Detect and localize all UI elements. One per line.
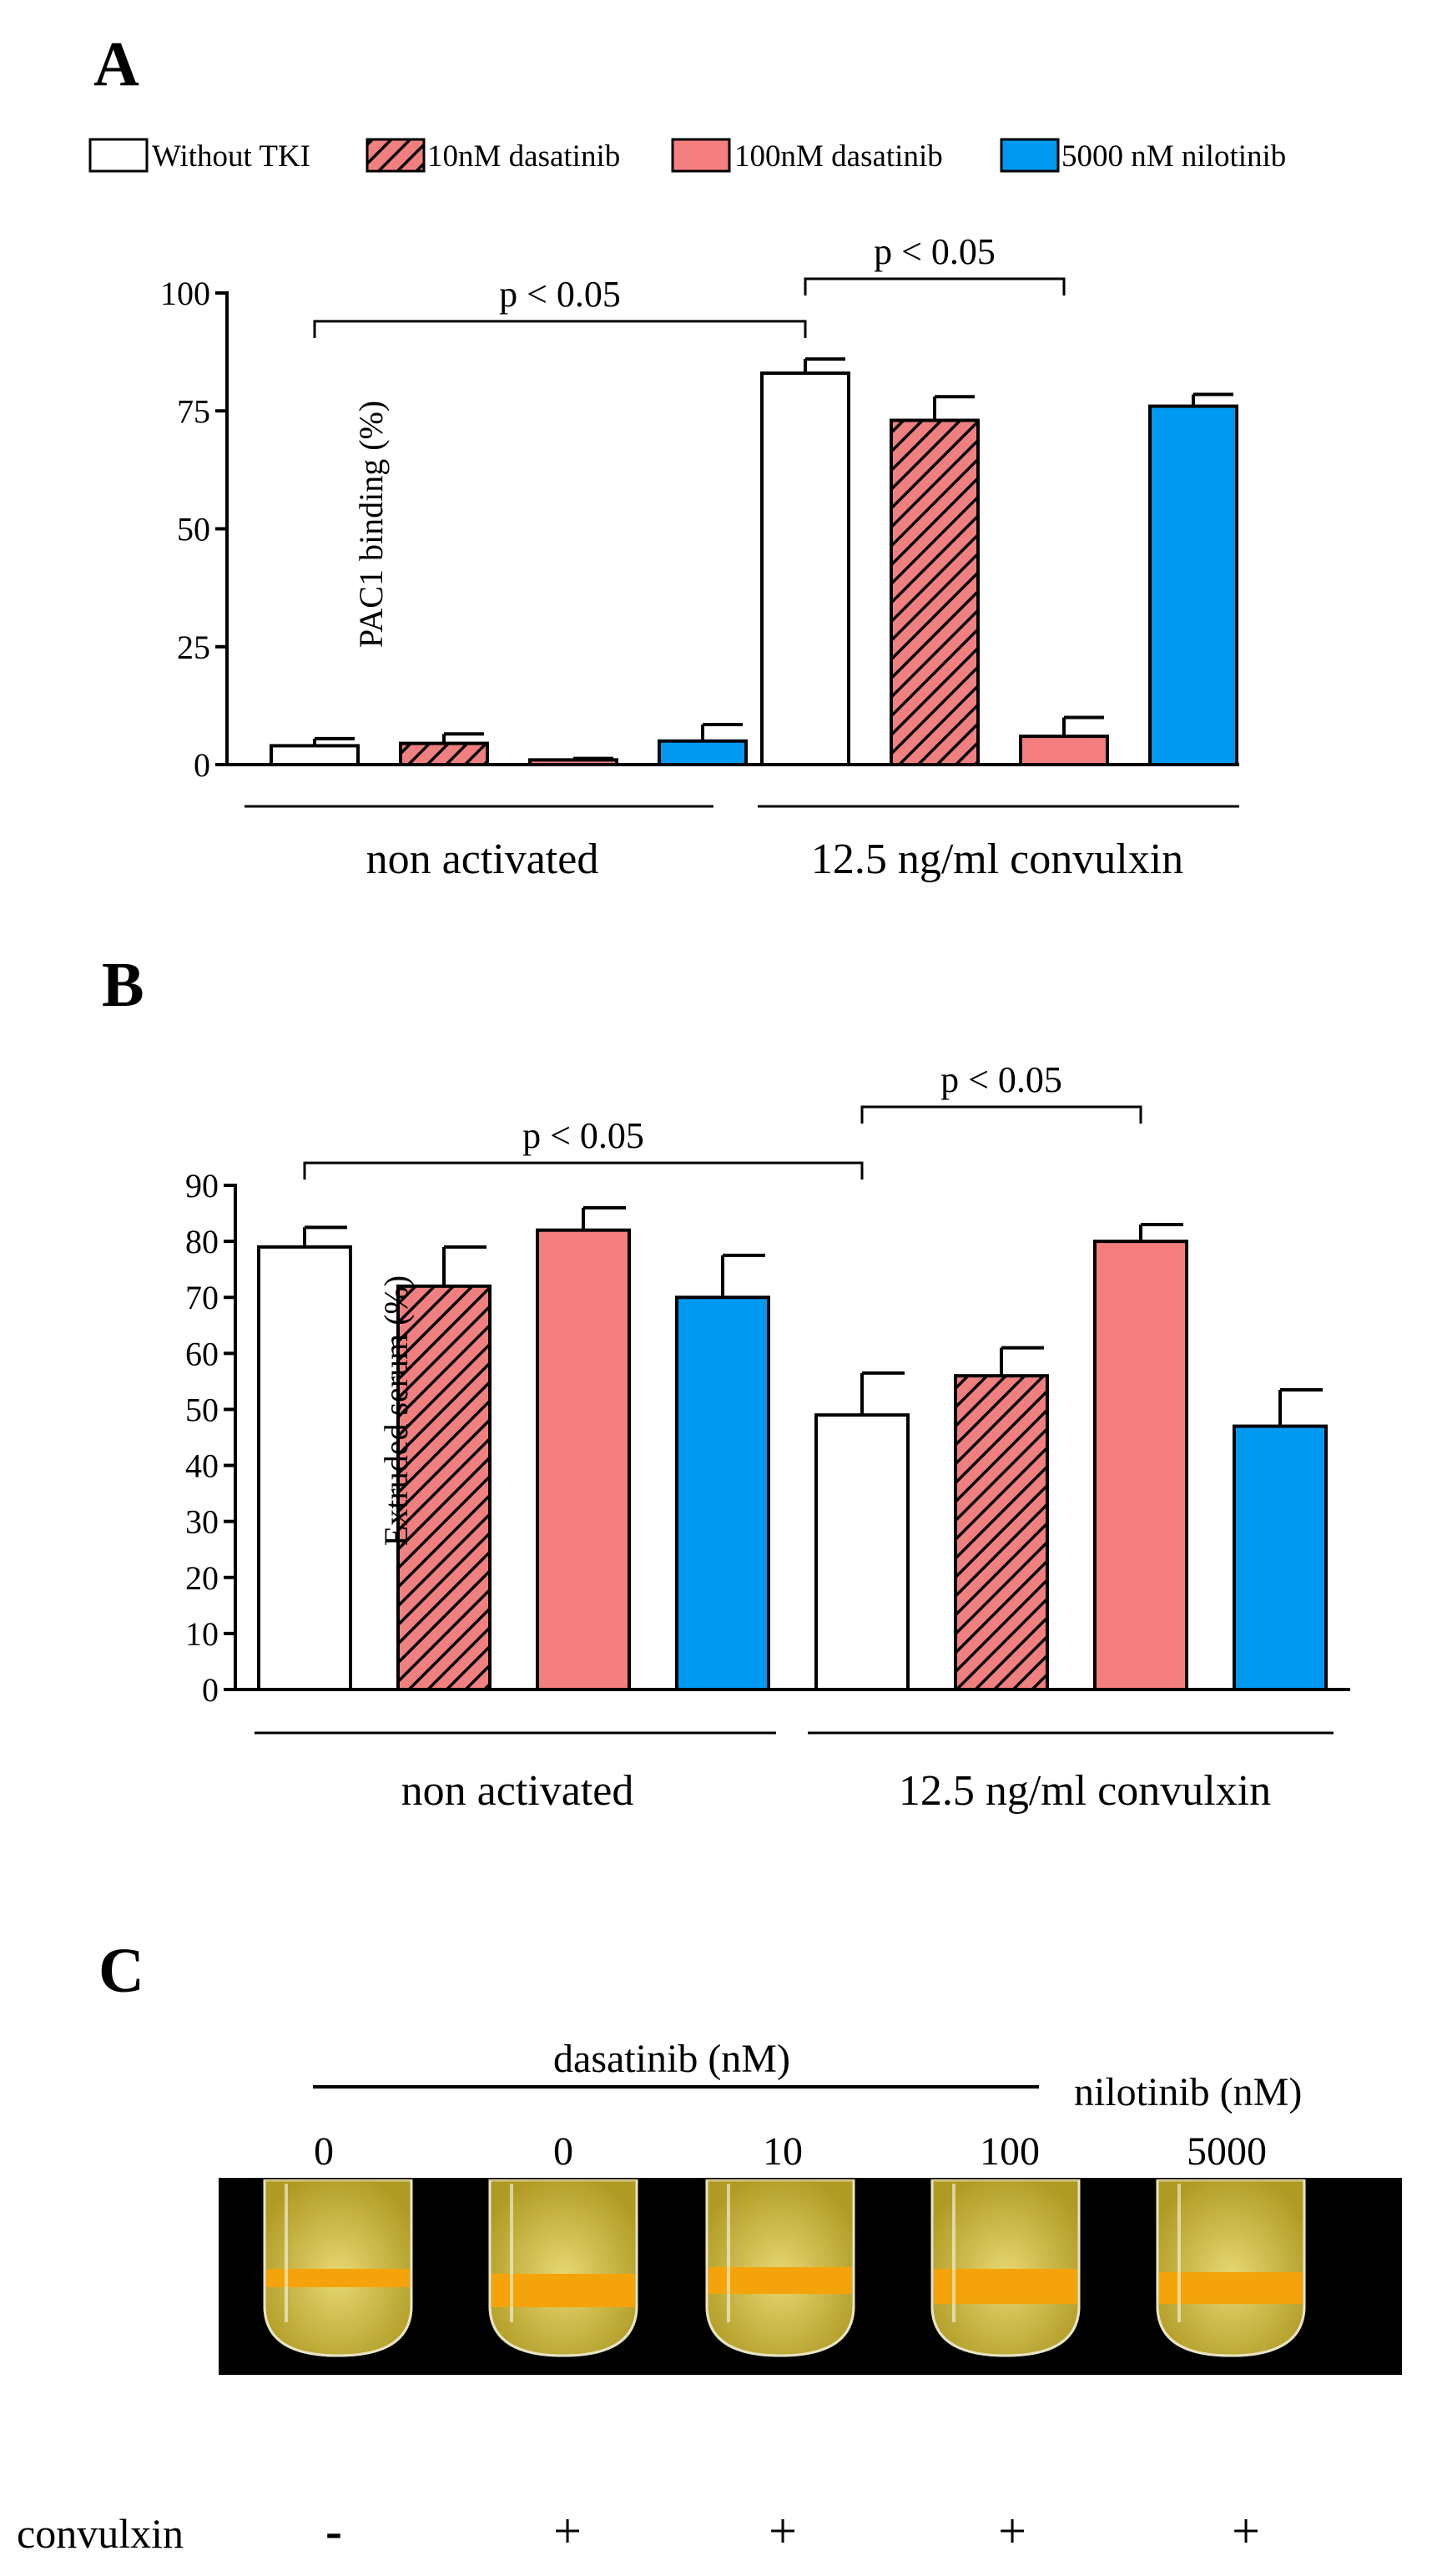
tube-outline-4 [930,2180,1081,2357]
y-tick-label: 30 [185,1503,219,1541]
bar-10nm-dasatinib-non-activated [396,1284,492,1692]
legend-label-100nm-dasatinib: 100nM dasatinib [734,139,943,174]
tube-clot-band-3 [708,2267,852,2294]
significance-label-2: p < 0.05 [874,231,996,272]
nilotinib-header: nilotinib (nM) [1074,2070,1302,2114]
dose-label-3: 10 [763,2129,803,2174]
bar-5000-nm-nilotinib-12-5-ng-ml-convulxin [1233,1424,1328,1691]
convulxin-sign-4: + [998,2503,1026,2558]
tube-clot-band-2 [492,2274,635,2307]
convulxin-label: convulxin [17,2510,184,2557]
dose-label-4: 100 [980,2129,1040,2174]
bar-100nm-dasatinib-12-5-ng-ml-convulxin [1019,735,1109,766]
tube-clot-band-5 [1159,2272,1303,2304]
convulxin-sign-1: - [325,2503,342,2558]
bar-10nm-dasatinib-12-5-ng-ml-convulxin [890,418,980,766]
chart-b: 0 10 20 30 40 50 60 70 80 90 non activated 12.5 ng/… [185,1059,1350,1815]
bar-100nm-dasatinib-non-activated [528,758,618,766]
panel-c: C dasatinib (nM) nilotinib (nM) 0 0 10 1… [17,1936,1402,2558]
y-tick-label: 50 [177,511,210,548]
group-label-non-activated: non activated [366,836,599,883]
y-tick-label: 40 [185,1447,219,1485]
y-tick-label: 100 [160,275,210,312]
y-tick-label: 75 [177,392,210,430]
legend-swatch-5000nm-nilotinib [1000,138,1060,173]
group-label-12-5-ng-ml-convulxin: 12.5 ng/ml convulxin [811,836,1183,883]
dose-label-2: 0 [553,2129,573,2174]
dose-label-5: 5000 [1187,2129,1267,2174]
bar-5000-nm-nilotinib-non-activated [658,739,748,766]
y-tick-label: 80 [185,1223,219,1260]
panel-c-letter: C [98,1936,144,2006]
y-tick-label: 0 [202,1671,219,1709]
y-tick-label: 60 [185,1335,219,1372]
legend-swatch-100nm-dasatinib [671,138,731,173]
tube-outline-1 [263,2180,413,2357]
bar-100nm-dasatinib-non-activated [536,1228,631,1691]
significance-bracket-2 [860,1105,1142,1124]
significance-bracket-1 [303,1161,864,1180]
panel-b: B 0 10 20 30 40 50 60 70 80 90 non activated 12.5 n… [102,950,1350,1815]
dose-label-1: 0 [314,2129,334,2174]
bar-10nm-dasatinib-12-5-ng-ml-convulxin [954,1374,1049,1691]
chart-a-ylabel: PAC1 binding (%) [352,401,390,648]
tube-clot-band-1 [266,2269,410,2287]
y-tick-label: 90 [185,1167,219,1205]
significance-label-2: p < 0.05 [940,1059,1062,1100]
group-label-non-activated: non activated [401,1767,634,1815]
chart-a: 0 25 50 75 100 non activated 12.5 ng/ml convul… [160,231,1239,883]
y-tick-label: 10 [185,1615,219,1653]
bar-100nm-dasatinib-12-5-ng-ml-convulxin [1093,1240,1188,1691]
tube-outline-2 [488,2180,638,2357]
tube-clot-band-4 [934,2269,1077,2304]
legend: Without TKI 10nM dasatinib 100nM dasatin… [88,138,1286,174]
significance-label-1: p < 0.05 [522,1115,644,1156]
bar-5000-nm-nilotinib-12-5-ng-ml-convulxin [1148,404,1238,766]
bar-without-tki-12-5-ng-ml-convulxin [760,371,850,766]
bar-10nm-dasatinib-non-activated [399,741,489,767]
significance-bracket-1 [313,320,807,338]
legend-label-10nm-dasatinib: 10nM dasatinib [427,139,620,174]
significance-bracket-2 [804,277,1066,296]
legend-label-5000nm-nilotinib: 5000 nM nilotinib [1061,139,1286,174]
panel-a: A Without TKI 10nM dasatinib 100nM dasat… [88,29,1286,883]
convulxin-sign-3: + [769,2503,797,2558]
tube-outline-3 [705,2180,855,2357]
bar-without-tki-non-activated [270,744,360,767]
legend-label-without-tki: Without TKI [152,139,310,174]
bar-without-tki-non-activated [257,1245,352,1692]
panel-b-letter: B [102,950,144,1020]
panel-a-letter: A [93,29,139,99]
chart-b-ylabel: Extruded serum (%) [377,1275,415,1546]
significance-label-1: p < 0.05 [499,274,621,315]
y-tick-label: 50 [185,1391,219,1428]
legend-swatch-without-tki [88,138,149,173]
clot-retraction-photo [219,2178,1402,2375]
y-tick-label: 20 [185,1559,219,1597]
bar-without-tki-12-5-ng-ml-convulxin [814,1413,910,1691]
tube-outline-5 [1156,2180,1306,2357]
bar-5000-nm-nilotinib-non-activated [675,1296,770,1691]
dasatinib-header: dasatinib (nM) [553,2037,790,2081]
y-tick-label: 70 [185,1279,219,1316]
y-tick-label: 0 [194,746,210,784]
convulxin-sign-5: + [1232,2503,1260,2558]
y-tick-label: 25 [177,629,210,666]
legend-swatch-10nm-dasatinib [366,138,426,173]
convulxin-sign-2: + [553,2503,582,2558]
group-label-12-5-ng-ml-convulxin: 12.5 ng/ml convulxin [899,1767,1271,1815]
